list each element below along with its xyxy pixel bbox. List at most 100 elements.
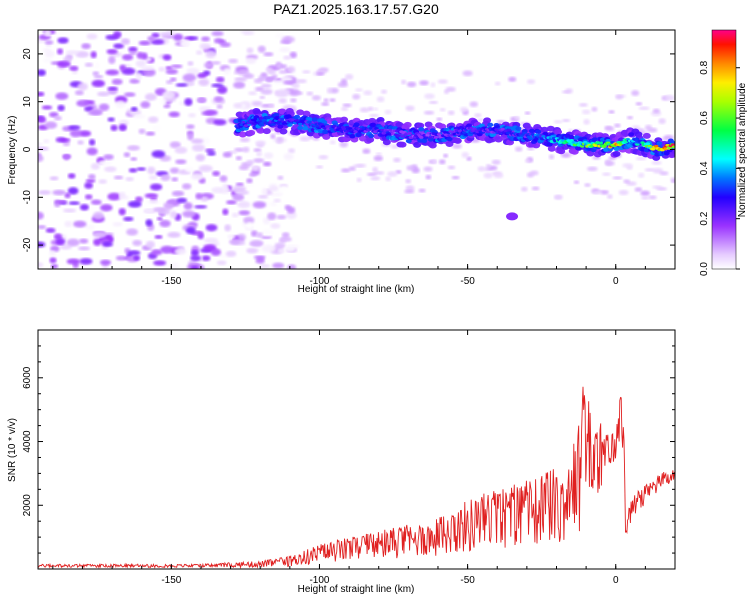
noise-blob (145, 131, 156, 136)
noise-blob (261, 187, 268, 196)
snr-axes: -150 -100 -50 0 2000 4000 6000 (22, 330, 676, 586)
noise-blob (138, 40, 151, 46)
noise-blob (52, 189, 66, 196)
faint-blob (586, 166, 598, 172)
noise-blob (170, 64, 183, 69)
spectrogram-xlabel: Height of straight line (km) (298, 284, 415, 295)
faint-blob (372, 166, 378, 173)
faint-blob (614, 123, 621, 128)
faint-blob (340, 107, 349, 111)
noise-blob (237, 201, 251, 209)
faint-blob (640, 190, 651, 196)
noise-blob (65, 50, 79, 55)
noise-blob (152, 207, 167, 212)
y-tick-label: -20 (22, 237, 33, 252)
noise-blob (260, 88, 273, 95)
noise-blob (79, 258, 93, 265)
noise-blob (132, 239, 143, 246)
noise-blob (93, 231, 106, 239)
noise-blob (44, 50, 55, 58)
faint-blob (637, 172, 645, 178)
noise-blob (100, 204, 113, 212)
faint-blob (560, 152, 572, 158)
noise-blob (168, 111, 180, 118)
faint-blob (380, 89, 388, 94)
noise-blob (279, 47, 291, 53)
noise-blob (77, 140, 84, 145)
spectrogram-layer (38, 30, 675, 269)
faint-blob (591, 106, 598, 112)
noise-blob (113, 175, 124, 180)
noise-blob (206, 151, 216, 156)
y-tick-label: -10 (22, 190, 33, 205)
noise-blob (105, 69, 120, 76)
ridge-blob (366, 136, 375, 143)
noise-blob (158, 66, 166, 72)
faint-blob (430, 82, 436, 88)
ridge-blob (656, 141, 663, 146)
noise-blob (205, 148, 215, 153)
faint-blob (592, 191, 603, 195)
noise-blob (79, 203, 89, 211)
noise-blob (98, 179, 107, 184)
noise-blob (125, 176, 134, 182)
noise-blob (235, 182, 245, 187)
x-tick-label: -150 (161, 575, 181, 586)
noise-blob (195, 50, 203, 55)
noise-blob (256, 232, 263, 238)
noise-blob (167, 199, 176, 204)
ridge-blob (280, 117, 285, 121)
noise-blob (201, 255, 211, 261)
snr-layer (38, 386, 675, 569)
ridge-blob (446, 136, 453, 142)
faint-blob (459, 106, 468, 113)
noise-blob (211, 186, 224, 194)
ridge-blob (332, 124, 337, 128)
noise-blob (235, 32, 245, 38)
ridge-blob (506, 128, 512, 132)
ridge-blob (500, 127, 505, 131)
noise-blob (74, 90, 84, 96)
noise-blob (144, 208, 154, 214)
faint-blob (583, 119, 590, 125)
faint-blob (296, 79, 307, 84)
ridge-blob (586, 150, 595, 157)
noise-blob (222, 151, 233, 158)
ridge-blob (400, 134, 405, 138)
noise-blob (281, 232, 290, 239)
ridge-blob (546, 125, 555, 132)
faint-blob (659, 171, 669, 176)
noise-blob (135, 60, 146, 68)
noise-blob (199, 137, 211, 145)
noise-blob (160, 174, 171, 181)
noise-blob (73, 220, 87, 228)
noise-blob (253, 148, 262, 153)
colorbar (712, 30, 736, 269)
noise-blob (140, 65, 154, 71)
faint-blob (548, 154, 555, 160)
faint-blob (462, 70, 473, 77)
noise-blob (269, 191, 283, 197)
noise-blob (216, 260, 227, 266)
noise-blob (145, 240, 156, 249)
noise-blob (283, 152, 294, 161)
noise-blob (188, 113, 196, 118)
y-tick-label: 20 (22, 48, 33, 60)
noise-blob (213, 118, 227, 126)
noise-blob (151, 150, 166, 158)
faint-blob (524, 158, 531, 163)
ridge-blob (256, 127, 265, 134)
noise-blob (69, 129, 82, 138)
colorbar-label: Normalized spectral amplitude (737, 82, 748, 217)
faint-blob (658, 118, 666, 125)
noise-blob (87, 110, 102, 116)
faint-blob (466, 156, 472, 161)
noise-blob (288, 148, 296, 154)
noise-blob (98, 103, 110, 112)
faint-blob (329, 98, 336, 102)
noise-blob (284, 204, 292, 211)
noise-blob (257, 194, 269, 199)
faint-blob (485, 164, 492, 169)
faint-blob (344, 73, 354, 80)
